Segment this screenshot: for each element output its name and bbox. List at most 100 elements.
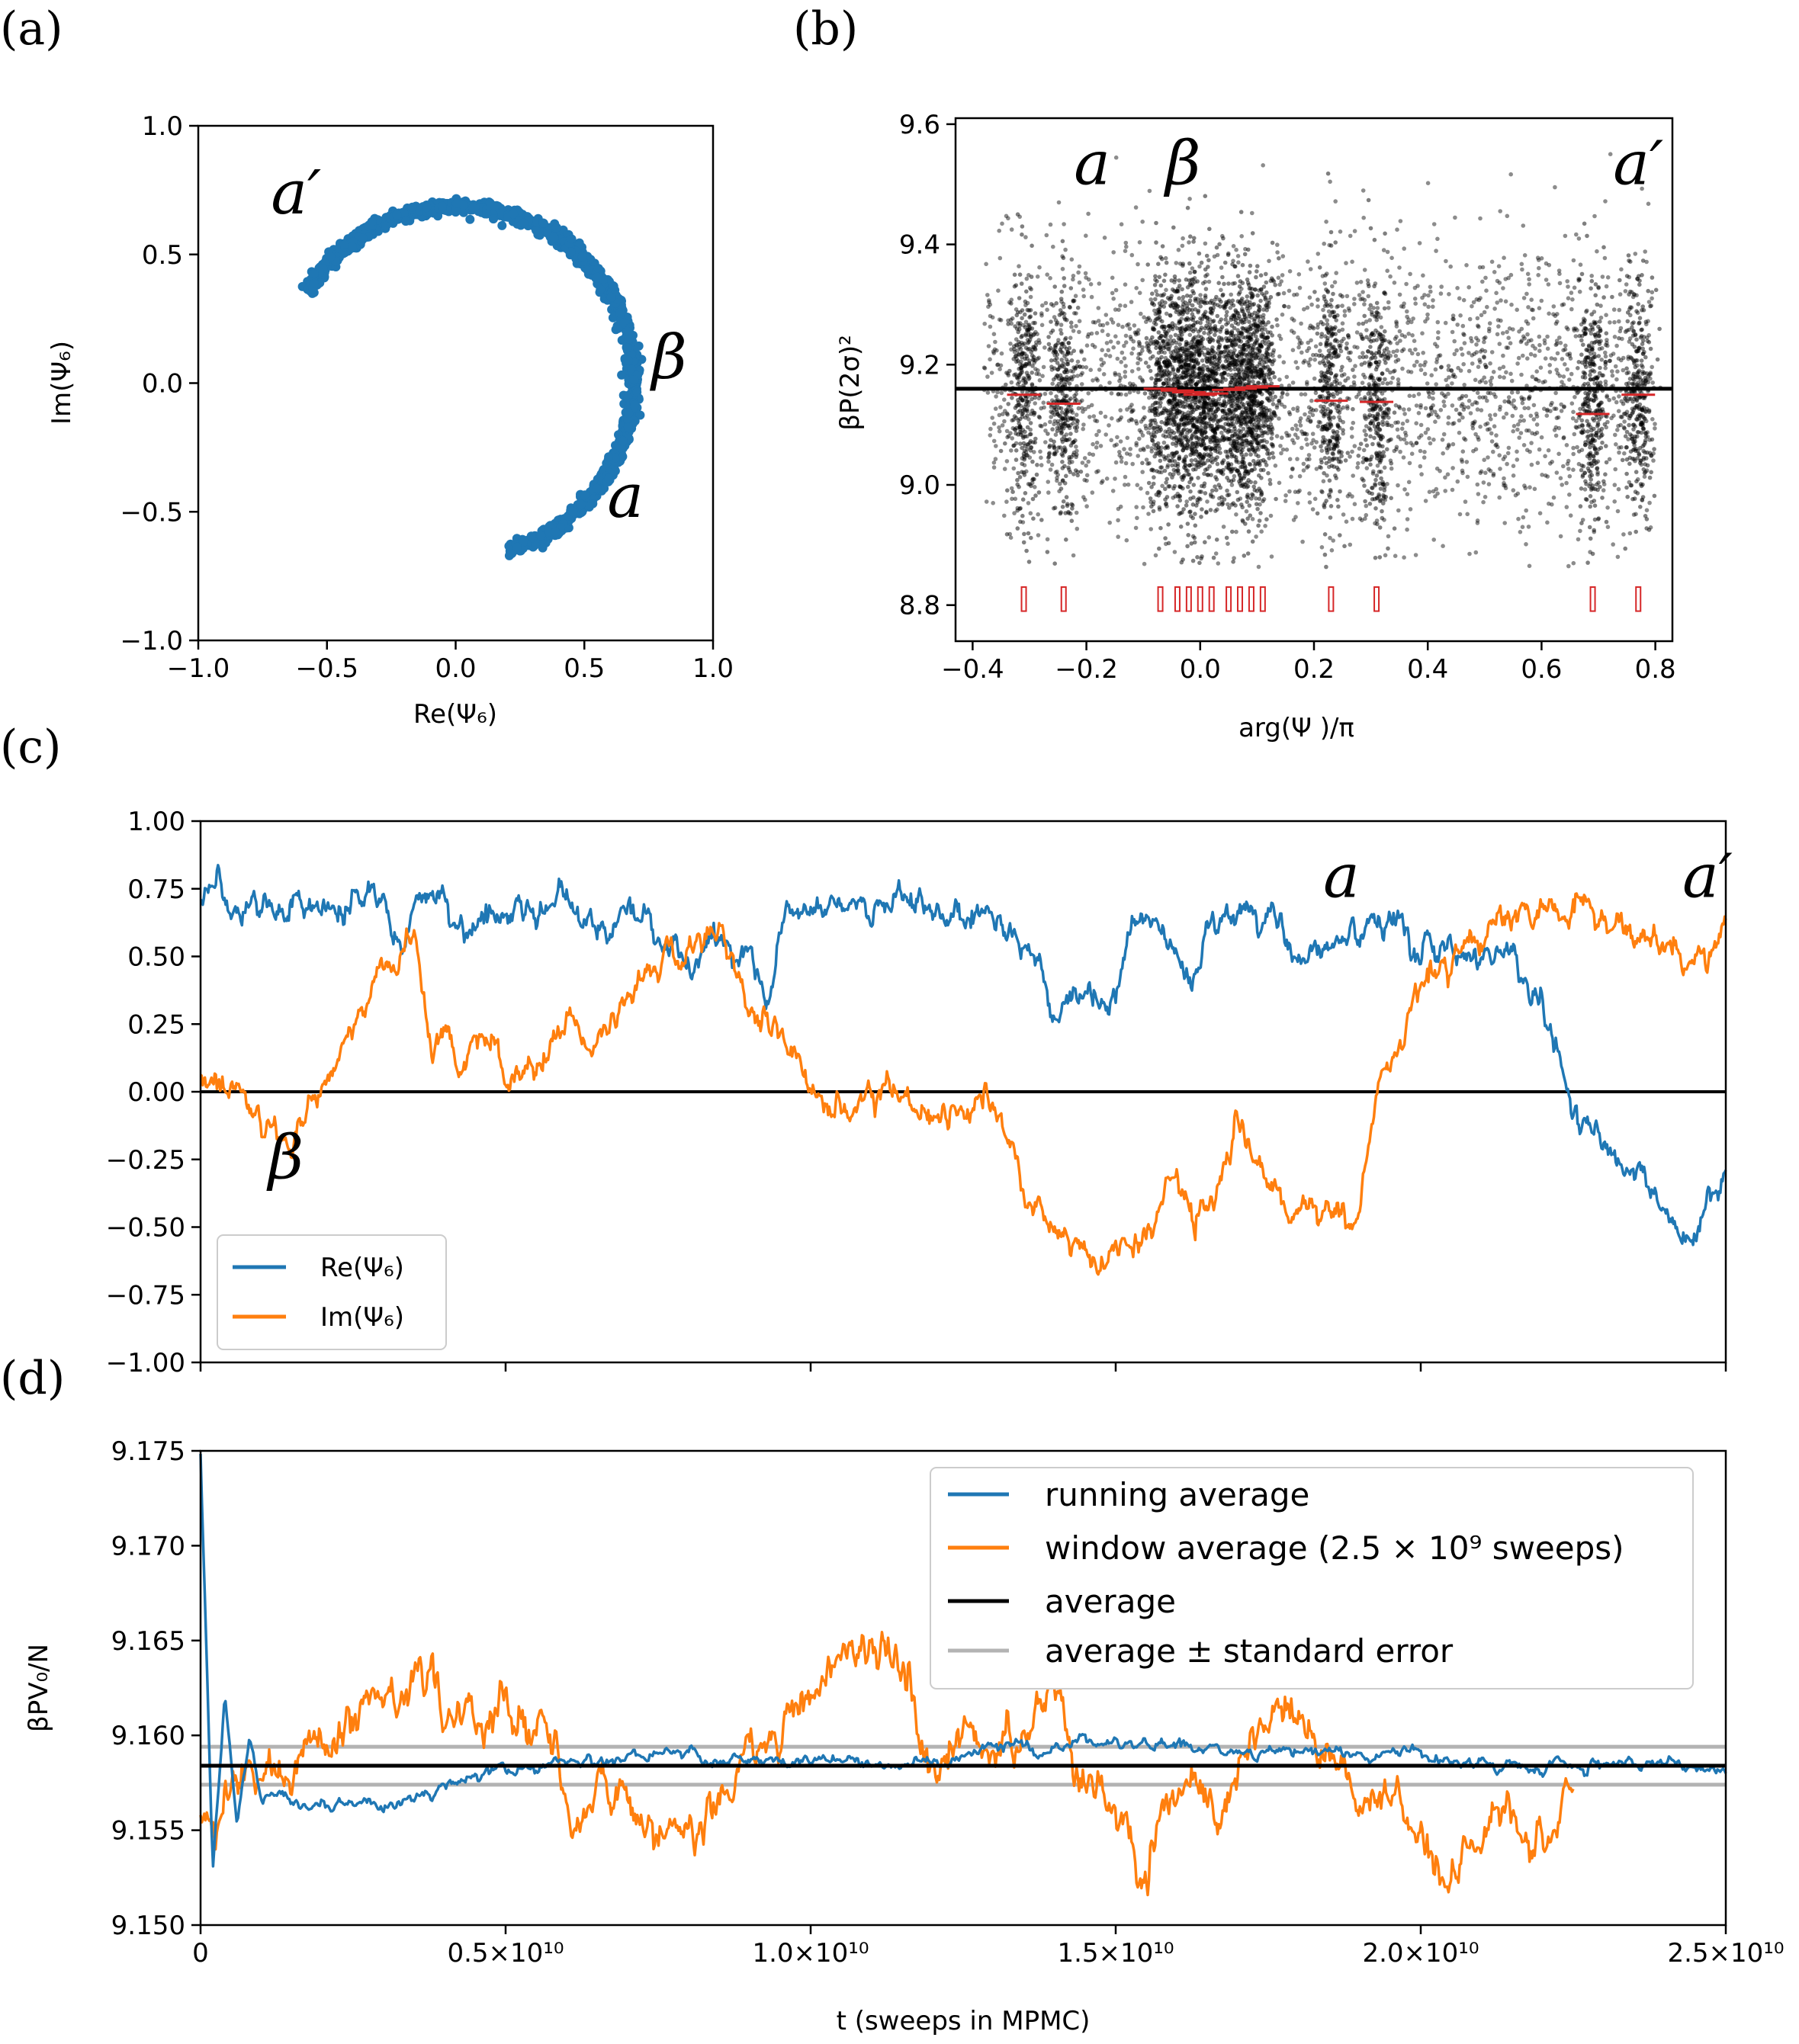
panel-b-point	[1259, 529, 1264, 534]
panel-b-point	[1428, 284, 1433, 290]
panel-b-point	[1008, 342, 1013, 346]
panel-b-point	[1608, 320, 1612, 325]
panel-b-point	[1522, 406, 1527, 411]
panel-b-point	[1529, 297, 1534, 303]
panel-b-point	[1401, 304, 1406, 310]
panel-b-point	[1467, 399, 1472, 403]
panel-b-point	[1026, 347, 1030, 352]
panel-b-point	[1134, 330, 1139, 335]
panel-b-point	[1381, 248, 1386, 252]
panel-b-point	[1405, 419, 1410, 423]
panel-b-point	[1145, 341, 1149, 345]
panel-b-point	[1504, 411, 1509, 416]
panel-b-point	[1457, 296, 1462, 301]
panel-b-point	[1544, 278, 1549, 282]
panel-b-point	[1558, 476, 1563, 480]
panel-b-point	[1446, 442, 1451, 448]
panel-b-point	[1539, 256, 1544, 261]
panel-b-point	[1290, 380, 1296, 385]
panel-b-point	[1148, 527, 1153, 531]
panel-b-point	[1074, 323, 1078, 329]
panel-b-point	[1650, 380, 1655, 385]
panel-b-point	[1518, 530, 1523, 534]
panel-b-point	[1319, 448, 1325, 453]
panel-a-point	[551, 223, 561, 233]
panel-b-point	[1478, 360, 1483, 364]
panel-a-ytick-label: 0.5	[142, 240, 183, 271]
panel-b-point	[1034, 472, 1039, 477]
panel-b-point	[1124, 537, 1129, 543]
panel-b-point	[1137, 290, 1142, 296]
panel-b-point	[1528, 413, 1534, 419]
panel-b-point	[1567, 351, 1573, 356]
panel-b-point	[1615, 554, 1621, 560]
panel-b-point	[1458, 368, 1463, 373]
panel-b-point	[1589, 274, 1594, 278]
panel-b-point	[1360, 518, 1364, 523]
panel-b-point	[1599, 358, 1604, 362]
panel-b-point	[1570, 297, 1575, 302]
panel-b-point	[1395, 348, 1399, 353]
panel-b-point	[1351, 420, 1356, 425]
panel-b-point	[1443, 489, 1447, 493]
panel-b-point	[1017, 339, 1021, 345]
panel-b-point	[1129, 369, 1135, 374]
panel-b-point	[1123, 282, 1128, 287]
panel-b-point	[1028, 511, 1033, 515]
panel-b-point	[1024, 289, 1029, 294]
panel-b-point	[1515, 390, 1521, 395]
panel-b-point	[1020, 513, 1025, 518]
panel-b-point	[1487, 321, 1492, 326]
panel-b-point	[1025, 425, 1030, 430]
panel-b-point	[1158, 374, 1164, 378]
panel-b-point	[993, 457, 998, 461]
panel-b-point	[1125, 435, 1130, 441]
panel-b-point	[1299, 445, 1304, 451]
panel-a-point	[367, 217, 377, 226]
panel-b-point	[1362, 428, 1367, 433]
panel-b-point	[1393, 368, 1397, 374]
panel-b-point	[1605, 275, 1611, 280]
panel-b-point	[1555, 351, 1560, 356]
panel-b-point	[1041, 400, 1046, 405]
panel-b-point	[1303, 412, 1307, 417]
panel-b-point	[1535, 460, 1540, 465]
panel-b-point	[1203, 241, 1208, 246]
panel-a-point	[618, 436, 628, 446]
panel-b-point	[1154, 289, 1158, 294]
panel-b-point	[1301, 468, 1306, 473]
panel-b-point	[1309, 302, 1314, 307]
panel-b-point	[1391, 349, 1396, 355]
panel-b-point	[1080, 398, 1084, 403]
panel-b-point	[1423, 499, 1428, 503]
panel-b-point	[1062, 276, 1066, 281]
panel-b-point	[1519, 372, 1524, 377]
panel-b-point	[1389, 380, 1393, 385]
panel-b-point	[1617, 319, 1621, 324]
panel-b-point	[1349, 426, 1354, 431]
panel-b-point	[1110, 489, 1116, 493]
panel-b-point	[1431, 396, 1435, 401]
panel-b-point	[1039, 424, 1044, 428]
panel-b-point	[1011, 466, 1017, 471]
panel-b-point	[1523, 486, 1528, 490]
panel-b-point	[1296, 489, 1301, 495]
panel-b-point	[1516, 516, 1521, 521]
panel-b-point	[1454, 348, 1459, 353]
panel-b-point	[1226, 541, 1230, 546]
panel-b-point	[1033, 401, 1037, 406]
panel-b-point	[1012, 272, 1017, 278]
panel-b-point	[1352, 502, 1357, 506]
panel-b-point	[1526, 525, 1531, 529]
panel-b-point	[1476, 297, 1482, 303]
panel-b-point	[1030, 396, 1034, 402]
panel-b-point	[1515, 307, 1519, 313]
panel-b-point	[1428, 441, 1433, 446]
panel-b-point	[1020, 445, 1024, 451]
panel-b-point	[1068, 286, 1074, 290]
panel-b-point	[1012, 284, 1017, 289]
panel-b-point	[1492, 392, 1496, 396]
panel-b-point	[1479, 313, 1484, 318]
panel-b-point	[1418, 363, 1423, 367]
panel-b-point	[1136, 262, 1140, 267]
